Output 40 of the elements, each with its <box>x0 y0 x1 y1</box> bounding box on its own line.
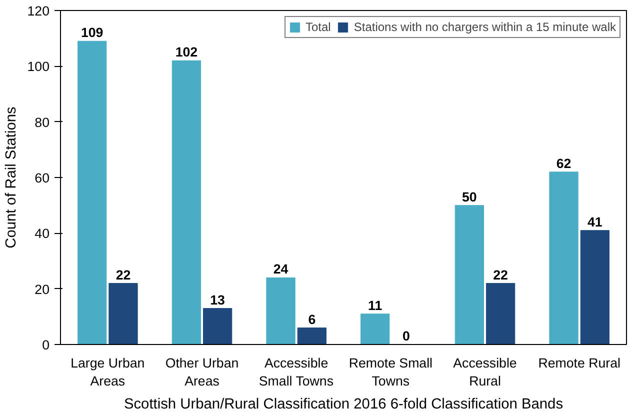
y-axis-title: Count of Rail Stations <box>3 106 20 248</box>
x-tick-label: Accessible Small Towns <box>258 356 334 388</box>
x-axis-title: Scottish Urban/Rural Classification 2016 6-fold Classification Bands <box>124 396 564 412</box>
x-tick-label: Remote Rural <box>538 356 620 370</box>
y-tick-label: 60 <box>34 170 50 186</box>
y-tick-label: 120 <box>27 4 50 18</box>
data-label: 62 <box>556 156 572 171</box>
y-tick-label: 0 <box>42 338 50 352</box>
data-label: 109 <box>80 25 104 40</box>
y-tick-label: 40 <box>34 226 50 242</box>
data-label: 50 <box>462 189 477 204</box>
data-label: 22 <box>493 267 508 282</box>
data-label: 11 <box>368 298 383 313</box>
x-tick-label: Large Urban Areas <box>70 356 145 388</box>
legend-label: Total <box>306 20 331 34</box>
bar <box>549 172 578 344</box>
x-tick-label: Accessible Rural <box>453 356 517 388</box>
legend-label: Stations with no chargers within a 15 minute walk <box>354 20 616 34</box>
data-label: 24 <box>273 262 289 277</box>
data-label: 6 <box>308 312 316 327</box>
data-label: 0 <box>402 328 410 344</box>
bar <box>454 205 484 344</box>
bar <box>486 283 516 344</box>
y-tick-label: 100 <box>27 59 50 74</box>
bar <box>297 328 326 344</box>
bar <box>108 283 138 344</box>
y-tick-label: 80 <box>34 114 50 130</box>
data-label: 102 <box>175 44 198 60</box>
data-label: 13 <box>210 292 225 308</box>
x-tick-label: Other Urban Areas <box>165 356 239 388</box>
bar <box>78 40 107 344</box>
bar <box>580 230 610 344</box>
data-label: 22 <box>116 267 131 282</box>
x-tick-label: Remote Small Towns <box>348 356 433 388</box>
y-tick-label: 20 <box>34 282 50 297</box>
data-label: 41 <box>587 214 603 230</box>
bar <box>172 60 202 344</box>
bar <box>360 314 390 344</box>
bar <box>202 308 232 344</box>
bar <box>266 277 296 344</box>
